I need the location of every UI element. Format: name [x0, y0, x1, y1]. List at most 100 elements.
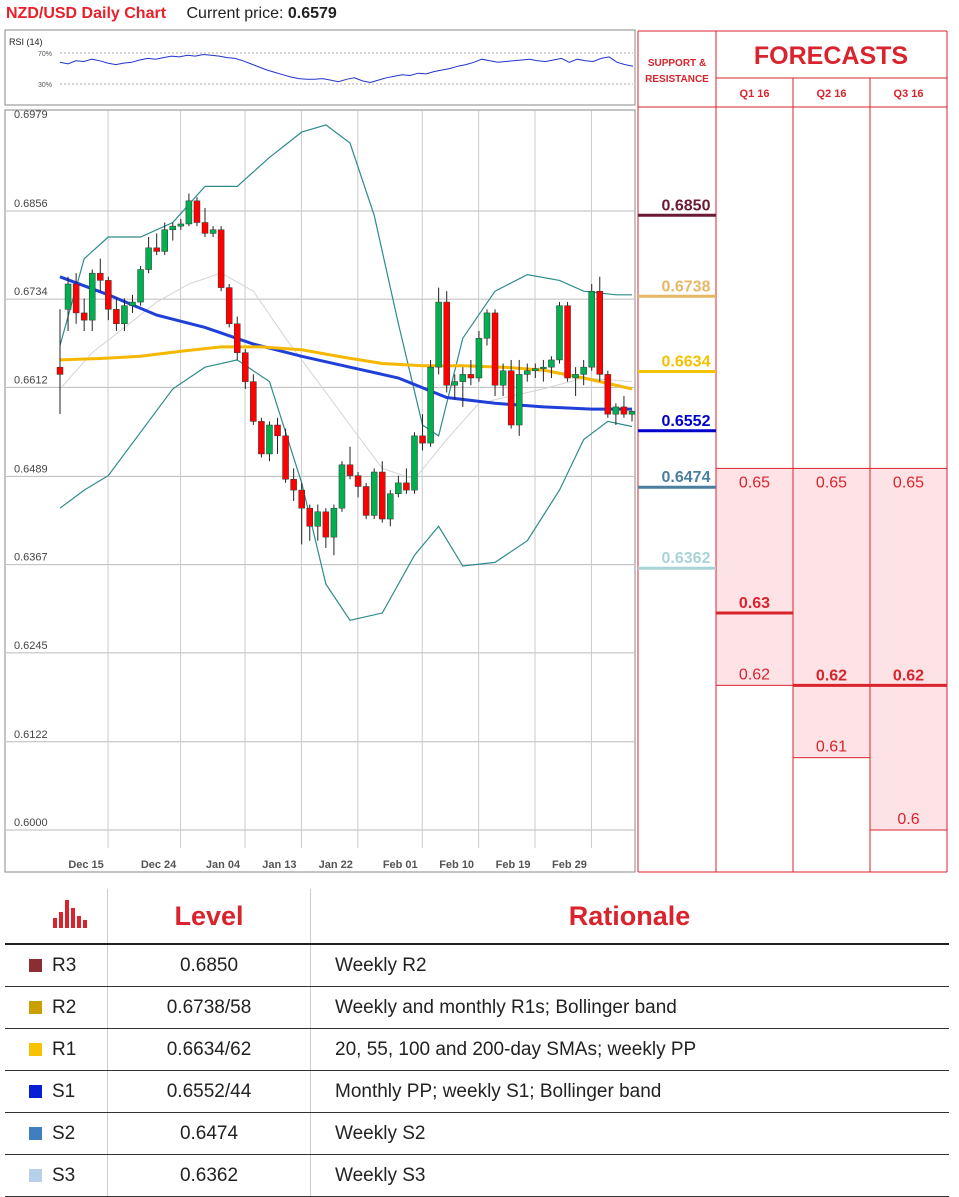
- row-name: R1: [52, 1038, 77, 1060]
- sr-level-label: 0.6738: [662, 278, 711, 295]
- forecasts-title: FORECASTS: [754, 42, 908, 70]
- candle-up: [475, 337, 483, 379]
- current-price-value: 0.6579: [287, 5, 337, 22]
- candle-up: [88, 272, 96, 321]
- level-header: Level: [107, 889, 311, 945]
- chart-area: RSI (14) 70% 30% 0.6979 0.6856 0.6734 0.661…: [4, 29, 948, 873]
- candle-up: [435, 301, 442, 368]
- y-tick-label: 0.6000: [14, 817, 48, 829]
- x-tick-label: Dec 24: [141, 859, 177, 871]
- rsi-level-30: 30%: [38, 82, 52, 89]
- forecast-high-label: 0.65: [816, 474, 847, 491]
- candle-up: [459, 374, 467, 382]
- y-tick-label: 0.6122: [14, 729, 48, 741]
- candle-down: [80, 312, 88, 321]
- x-tick-label: Feb 10: [439, 859, 474, 871]
- sr-level-label: 0.6474: [662, 469, 711, 486]
- candle-up: [580, 366, 587, 375]
- forecast-mid-label: 0.62: [816, 667, 847, 684]
- row-rationale: Weekly S3: [310, 1154, 949, 1197]
- forecast-column-header: Q3 16: [894, 88, 924, 100]
- row-name-cell: S3: [5, 1154, 108, 1197]
- candle-down: [403, 482, 410, 491]
- color-swatch: [29, 1126, 42, 1140]
- forecast-column-header: Q1 16: [740, 88, 770, 100]
- candle-up: [129, 301, 136, 306]
- candle-up: [121, 305, 128, 325]
- row-name: S2: [52, 1122, 76, 1144]
- candle-down: [233, 323, 241, 353]
- candle-up: [169, 225, 177, 231]
- row-rationale: Weekly and monthly R1s; Bollinger band: [310, 986, 949, 1029]
- sma-blue-line: [59, 275, 632, 411]
- y-tick-label: 0.6612: [14, 374, 48, 386]
- forecast-high-label: 0.65: [739, 474, 770, 491]
- candle-up: [524, 370, 531, 375]
- forecast-low-label: 0.61: [816, 739, 847, 756]
- row-rationale: 20, 55, 100 and 200-day SMAs; weekly PP: [310, 1028, 949, 1071]
- candle-down: [322, 511, 330, 538]
- candle-down: [507, 370, 515, 426]
- candle-up: [266, 424, 273, 455]
- candle-down: [56, 366, 64, 375]
- candle-up: [612, 406, 620, 415]
- candle-up: [64, 283, 72, 310]
- sr-level-label: 0.6552: [662, 413, 711, 430]
- row-name: S3: [52, 1164, 76, 1186]
- forecast-mid-label: 0.62: [893, 667, 924, 684]
- table-row: S1 0.6552/44 Monthly PP; weekly S1; Bollin…: [5, 1070, 949, 1113]
- x-tick-label: Jan 13: [262, 859, 296, 871]
- candle-down: [354, 475, 362, 487]
- sr-level-label: 0.6850: [662, 197, 711, 214]
- row-name-cell: R1: [5, 1028, 108, 1071]
- price-panel: [4, 109, 636, 873]
- candle-up: [395, 482, 402, 494]
- candle-up: [338, 464, 346, 509]
- candle-up: [185, 200, 193, 225]
- candle-down: [250, 381, 257, 422]
- candle-up: [548, 359, 555, 368]
- y-tick-label: 0.6489: [14, 463, 48, 475]
- candle-down: [596, 290, 604, 375]
- candle-down: [564, 305, 571, 379]
- candle-up: [370, 471, 378, 516]
- row-level: 0.6738/58: [107, 986, 311, 1029]
- bollinger-upper-line: [59, 124, 632, 437]
- rsi-level-70: 70%: [38, 51, 52, 58]
- candle-up: [451, 381, 459, 386]
- row-level: 0.6850: [107, 944, 311, 987]
- row-name-cell: S2: [5, 1112, 108, 1155]
- candle-down: [379, 471, 386, 520]
- forecast-range-box: [869, 467, 948, 831]
- candle-down: [290, 479, 297, 491]
- row-name: S1: [52, 1080, 76, 1102]
- x-tick-label: Feb 19: [496, 859, 531, 871]
- candle-up: [572, 374, 579, 379]
- x-axis-ticks: Dec 15 Dec 24 Jan 04 Jan 13 Jan 22 Feb 01 Feb …: [68, 859, 587, 871]
- candle-up: [137, 269, 144, 303]
- candle-down: [298, 489, 305, 509]
- row-rationale: Weekly R2: [310, 944, 949, 987]
- table-row: S2 0.6474 Weekly S2: [5, 1112, 949, 1155]
- table-row: R1 0.6634/62 20, 55, 100 and 200-day SMAs;…: [5, 1028, 949, 1071]
- candle-down: [225, 287, 233, 325]
- candle-down: [217, 229, 225, 288]
- forecast-low-label: 0.62: [739, 666, 770, 683]
- rsi-panel: RSI (14) 70% 30%: [4, 29, 636, 106]
- forecast-range-box: [715, 467, 794, 686]
- candle-down: [443, 301, 450, 386]
- bollinger-lower-line: [59, 359, 633, 621]
- candle-up: [411, 435, 418, 491]
- table-row: S3 0.6362 Weekly S3: [5, 1154, 949, 1197]
- levels-table: Level Rationale R3 0.6850 Weekly R2 R2 0.673…: [5, 889, 949, 1197]
- row-name: R2: [52, 996, 77, 1018]
- candle-down: [153, 247, 160, 252]
- y-tick-label: 0.6367: [14, 552, 48, 564]
- forecast-high-label: 0.65: [893, 474, 924, 491]
- color-swatch: [29, 1084, 42, 1098]
- candle-down: [419, 435, 426, 444]
- color-swatch: [29, 958, 42, 972]
- rsi-line: [59, 53, 634, 84]
- candle-up: [209, 229, 217, 234]
- table-header-row: Level Rationale: [5, 889, 949, 945]
